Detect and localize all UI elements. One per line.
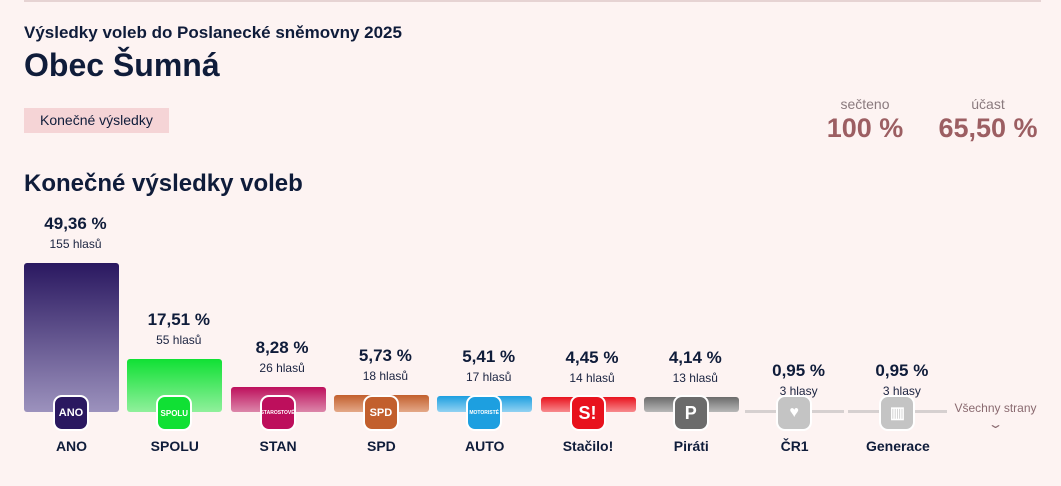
party-logo-icon: ▥ xyxy=(879,395,916,431)
party-name: STAN xyxy=(259,438,297,454)
all-parties-button[interactable]: Všechny strany ⌄ xyxy=(948,401,1043,431)
status-badge: Konečné výsledky xyxy=(24,108,169,133)
bar-votes-label: 3 hlasy xyxy=(779,384,818,398)
bar-votes-label: 3 hlasy xyxy=(882,384,921,398)
party-name: SPOLU xyxy=(150,438,199,454)
bar-percent-label: 0,95 % xyxy=(875,361,929,380)
party-logo-icon: ANO xyxy=(53,395,89,431)
party-logo-icon: STAROSTOVÉ xyxy=(259,395,296,431)
bar-votes-label: 155 hlasů xyxy=(49,237,102,251)
all-parties-label: Všechny strany xyxy=(954,401,1037,415)
party-name: Generace xyxy=(865,438,930,454)
party-name: SPD xyxy=(366,438,396,454)
party-logo-icon: SPD xyxy=(362,395,399,431)
bar-votes-label: 17 hlasů xyxy=(466,369,512,384)
bar-percent-label: 8,28 % xyxy=(255,338,309,357)
chevron-down-icon: ⌄ xyxy=(987,417,1004,431)
party-name: ČR1 xyxy=(780,438,809,454)
party-logo-icon: P xyxy=(672,395,709,431)
top-divider xyxy=(24,0,1041,2)
bar-percent-label: 5,73 % xyxy=(358,345,412,365)
turnout-stat: účast 65,50 % xyxy=(932,96,1044,144)
counted-label: sečteno xyxy=(840,96,890,112)
bar-0[interactable] xyxy=(24,263,119,412)
bar-votes-label: 13 hlasů xyxy=(672,371,718,385)
party-logo-icon: SPOLU xyxy=(156,395,193,431)
bar-percent-label: 4,45 % xyxy=(565,348,619,367)
page-title: Obec Šumná xyxy=(24,47,220,83)
party-logo-icon: ♥ xyxy=(776,395,813,431)
bar-percent-label: 49,36 % xyxy=(44,214,107,233)
counted-value: 100 % xyxy=(826,113,904,143)
bar-votes-label: 26 hlasů xyxy=(259,361,305,375)
party-name: ANO xyxy=(55,438,88,454)
turnout-label: účast xyxy=(971,96,1005,112)
party-name: AUTO xyxy=(464,438,505,454)
election-subtitle: Výsledky voleb do Poslanecké sněmovny 20… xyxy=(24,23,402,42)
party-name: Stačilo! xyxy=(562,438,614,454)
bar-votes-label: 14 hlasů xyxy=(569,371,615,385)
counted-stat: sečteno 100 % xyxy=(822,96,908,144)
bar-votes-label: 18 hlasů xyxy=(362,368,409,383)
bar-percent-label: 5,41 % xyxy=(462,346,516,366)
party-name: Piráti xyxy=(673,438,709,454)
bar-votes-label: 55 hlasů xyxy=(156,333,202,348)
party-logo-icon: S! xyxy=(569,395,606,431)
bar-percent-label: 17,51 % xyxy=(147,310,210,330)
section-title: Konečné výsledky voleb xyxy=(24,170,303,197)
party-logo-icon: MOTORISTÉ xyxy=(466,395,503,431)
turnout-value: 65,50 % xyxy=(938,113,1038,143)
bar-percent-label: 4,14 % xyxy=(668,348,722,367)
bar-percent-label: 0,95 % xyxy=(772,361,826,380)
